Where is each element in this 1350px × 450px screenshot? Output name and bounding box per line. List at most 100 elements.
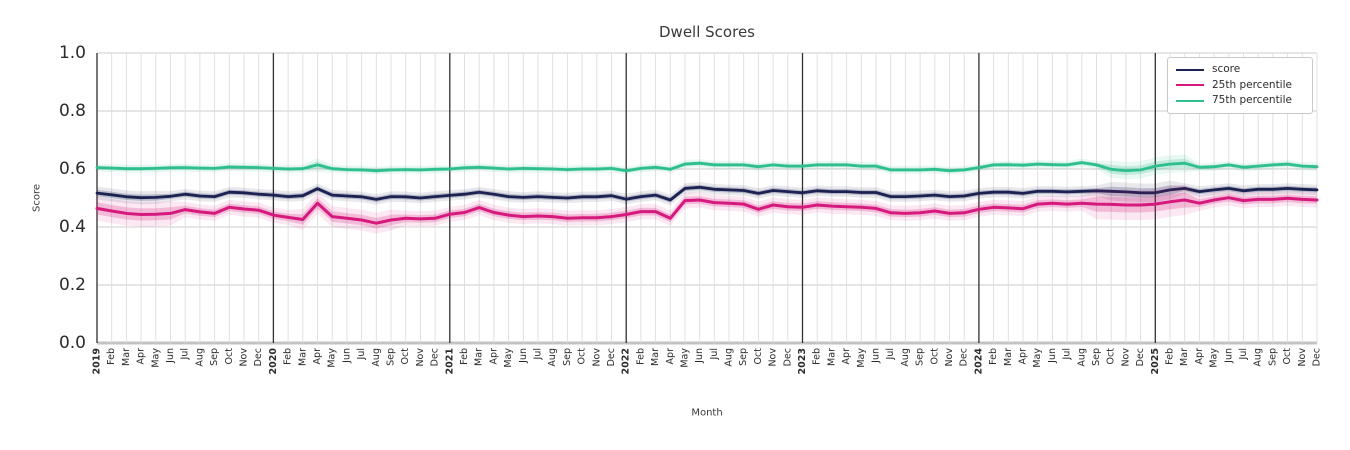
- x-tick-label-month: Sep: [915, 348, 926, 366]
- legend-label-score: score: [1212, 63, 1241, 75]
- x-tick-label-month: Dec: [606, 348, 617, 366]
- legend-label-25th-percentile: 25th percentile: [1212, 78, 1292, 91]
- x-tick-label-month: Jun: [1047, 348, 1058, 364]
- series-score: [95, 180, 1319, 206]
- x-tick-label-year: 2025: [1150, 348, 1161, 374]
- x-tick-label-month: Nov: [591, 348, 602, 367]
- x-tick-labels: 2019 Feb Mar Apr May Jun Jul Aug Sep Oct Nov Dec 202…: [92, 348, 1323, 375]
- x-tick-label-year: 2024: [973, 348, 984, 375]
- x-tick-label-month: May: [856, 348, 867, 368]
- x-tick-label-month: Aug: [1076, 348, 1087, 367]
- confidence-band-outer: [97, 154, 1317, 180]
- x-tick-label-month: Feb: [106, 348, 117, 365]
- score-line-swatch: [1176, 68, 1204, 71]
- series-75th-percentile: [95, 154, 1319, 180]
- x-tick-label-year: 2021: [444, 348, 455, 374]
- x-tick-label-month: Dec: [959, 348, 970, 366]
- x-tick-label-month: Aug: [547, 348, 558, 367]
- confidence-band-outer: [97, 180, 1317, 206]
- confidence-band-outer: [97, 184, 1317, 234]
- x-tick-label-month: Nov: [944, 348, 955, 367]
- x-tick-label-month: Aug: [1253, 348, 1264, 367]
- x-tick-label-month: Apr: [1018, 348, 1029, 365]
- legend-label-75th-percentile: 75th percentile: [1212, 94, 1292, 107]
- x-tick-label-month: May: [1209, 348, 1220, 368]
- x-tick-label-month: Oct: [1282, 348, 1293, 365]
- x-tick-label-month: Feb: [812, 348, 823, 365]
- y-axis-label: Score: [31, 183, 43, 213]
- series-25th-percentile: [95, 184, 1319, 234]
- y-tick-label: 0.4: [59, 217, 86, 237]
- p75-line-swatch: [1176, 99, 1204, 102]
- x-axis-label: Month: [691, 407, 723, 419]
- x-tick-label-month: Aug: [194, 348, 205, 367]
- x-tick-label-month: Sep: [1091, 348, 1102, 366]
- x-tick-label-month: Aug: [371, 348, 382, 367]
- x-tick-label-year: 2023: [797, 348, 808, 374]
- x-tick-label-month: May: [503, 348, 514, 368]
- x-tick-label-month: Jun: [165, 348, 176, 364]
- x-tick-label-month: Apr: [312, 348, 323, 365]
- x-tick-label-month: Apr: [136, 348, 147, 365]
- x-tick-label-month: Jul: [1062, 348, 1073, 360]
- y-tick-label: 1.0: [59, 43, 86, 63]
- x-tick-label-month: Sep: [209, 348, 220, 366]
- x-tick-label-month: Jul: [885, 348, 896, 360]
- x-tick-label-month: Oct: [224, 348, 235, 365]
- legend-item-25th-percentile: 25th percentile: [1176, 78, 1302, 92]
- x-tick-label-month: Mar: [297, 348, 308, 366]
- x-tick-label-month: Nov: [768, 348, 779, 367]
- x-tick-label-month: Aug: [724, 348, 735, 367]
- x-tick-label-month: Mar: [650, 348, 661, 366]
- x-tick-label-month: Jun: [694, 348, 705, 364]
- y-tick-label: 0.0: [59, 333, 86, 353]
- x-tick-label-month: Sep: [386, 348, 397, 366]
- x-tick-label-month: Nov: [1297, 348, 1308, 367]
- x-tick-label-month: Oct: [400, 348, 411, 365]
- x-tick-label-month: May: [1032, 348, 1043, 368]
- y-tick-label: 0.6: [59, 159, 86, 179]
- x-tick-label-month: Apr: [1194, 348, 1205, 365]
- legend-item-score: score: [1176, 63, 1302, 76]
- x-tick-label-month: Nov: [415, 348, 426, 367]
- x-tick-label-month: Oct: [1106, 348, 1117, 365]
- x-tick-label-month: Jul: [533, 348, 544, 360]
- x-tick-label-month: Dec: [1312, 348, 1323, 366]
- x-tick-label-year: 2022: [621, 348, 632, 374]
- x-tick-label-month: Jun: [1223, 348, 1234, 364]
- y-tick-label: 0.2: [59, 275, 86, 295]
- h-gridlines: 0.0 0.2 0.4 0.6 0.8 1.0: [59, 43, 1317, 353]
- x-tick-label-month: Sep: [1267, 348, 1278, 366]
- legend: score 25th percentile 75th percentile: [1167, 57, 1313, 114]
- x-tick-label-month: Dec: [253, 348, 264, 366]
- x-tick-label-month: Dec: [782, 348, 793, 366]
- x-tick-label-month: Sep: [562, 348, 573, 366]
- x-tick-label-month: Oct: [929, 348, 940, 365]
- legend-item-75th-percentile: 75th percentile: [1176, 95, 1302, 107]
- data-line: [95, 196, 1319, 225]
- x-tick-label-month: May: [327, 348, 338, 368]
- x-tick-label-month: Jul: [356, 348, 367, 360]
- x-tick-label-month: Jul: [709, 348, 720, 360]
- x-tick-label-year: 2019: [92, 348, 103, 374]
- x-tick-label-month: Aug: [900, 348, 911, 367]
- x-tick-label-month: Nov: [1120, 348, 1131, 367]
- data-line: [95, 161, 1319, 173]
- x-tick-label-month: May: [680, 348, 691, 368]
- x-tick-label-month: Dec: [430, 348, 441, 366]
- x-tick-label-month: Feb: [635, 348, 646, 365]
- x-tick-label-month: Dec: [1135, 348, 1146, 366]
- x-tick-label-month: Mar: [826, 348, 837, 366]
- x-tick-label-month: Feb: [459, 348, 470, 365]
- x-tick-label-month: Nov: [239, 348, 250, 367]
- x-tick-label-month: Mar: [1179, 348, 1190, 366]
- p25-line-swatch: [1176, 84, 1204, 87]
- x-tick-label-month: Jul: [180, 348, 191, 360]
- x-tick-label-month: Oct: [753, 348, 764, 365]
- x-tick-label-month: Apr: [665, 348, 676, 365]
- x-tick-label-month: Jun: [518, 348, 529, 364]
- x-tick-label-month: Feb: [988, 348, 999, 365]
- x-tick-label-month: Sep: [738, 348, 749, 366]
